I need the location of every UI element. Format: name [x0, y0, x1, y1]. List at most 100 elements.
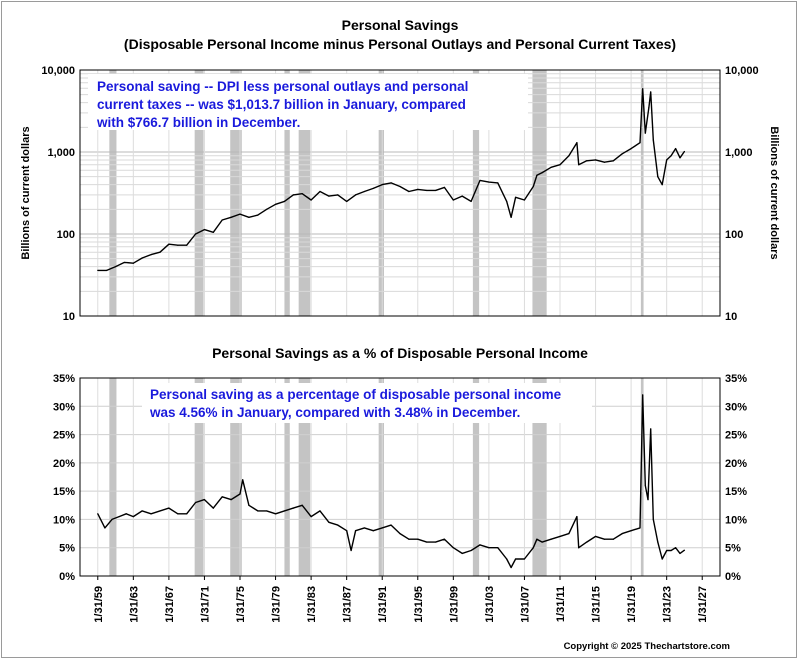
bottom-data-point: [479, 544, 481, 546]
bottom-xtick-label: 1/31/87: [342, 586, 354, 623]
top-data-point: [230, 216, 232, 218]
top-data-point: [461, 195, 463, 197]
bottom-data-point: [630, 530, 632, 532]
top-data-point: [283, 200, 286, 202]
bottom-data-point: [536, 538, 538, 540]
bottom-xtick-label: 1/31/59: [93, 586, 105, 623]
top-data-point: [532, 185, 534, 188]
bottom-data-point: [550, 538, 552, 540]
bottom-data-point: [203, 499, 206, 501]
top-data-point: [603, 161, 606, 163]
bottom-xtick-label: 1/31/83: [306, 586, 318, 623]
bottom-recession-bar: [109, 378, 117, 576]
bottom-chart-title: Personal Savings as a % of Disposable Pe…: [212, 345, 588, 361]
top-data-point: [203, 229, 206, 231]
top-data-point: [346, 200, 348, 202]
bottom-data-point: [612, 538, 614, 540]
top-annotation-line: with $766.7 billion in December.: [96, 115, 300, 130]
bottom-ytick-label-right: 35%: [725, 373, 747, 385]
bottom-ytick-label-left: 5%: [59, 543, 75, 555]
top-data-point: [670, 155, 672, 157]
top-data-point: [679, 157, 681, 159]
bottom-data-point: [104, 527, 106, 529]
top-data-point: [568, 155, 570, 157]
bottom-data-point: [310, 516, 312, 518]
bottom-xtick-label: 1/31/23: [662, 586, 674, 623]
bottom-data-point: [350, 549, 352, 552]
bottom-data-point: [221, 496, 223, 498]
top-data-point: [550, 166, 552, 168]
bottom-data-point: [132, 516, 134, 518]
top-data-point: [399, 185, 401, 188]
bottom-data-point: [514, 558, 517, 560]
top-data-point: [612, 160, 614, 162]
top-data-point: [114, 266, 117, 268]
top-data-point: [319, 190, 321, 193]
bottom-xtick-label: 1/31/15: [591, 586, 603, 623]
top-data-point: [168, 243, 170, 245]
bottom-data-point: [372, 530, 374, 532]
top-data-point: [652, 139, 654, 141]
top-recession-bar: [532, 70, 547, 316]
bottom-data-point: [683, 549, 686, 551]
bottom-data-point: [510, 566, 512, 569]
bottom-data-point: [639, 527, 641, 529]
bottom-xtick-label: 1/31/71: [199, 586, 211, 623]
bottom-data-point: [242, 479, 244, 481]
top-data-point: [354, 194, 357, 196]
top-ytick-label-left: 10: [63, 311, 75, 323]
top-data-point: [443, 186, 446, 189]
top-data-point: [666, 159, 668, 161]
bottom-xtick-label: 1/31/07: [519, 586, 531, 623]
top-ytick-label-right: 10: [725, 311, 737, 323]
top-data-point: [559, 164, 561, 166]
top-data-point: [221, 219, 223, 221]
bottom-series-line: [97, 394, 685, 569]
bottom-data-point: [679, 552, 681, 554]
top-data-point: [488, 181, 490, 183]
top-data-point: [586, 160, 588, 162]
top-data-point: [132, 262, 134, 264]
bottom-ytick-label-left: 10%: [53, 514, 75, 526]
top-data-point: [328, 195, 330, 197]
bottom-ytick-label-right: 10%: [725, 514, 747, 526]
top-data-point: [417, 188, 419, 190]
top-data-point: [150, 254, 152, 256]
top-recession-bar: [378, 70, 384, 316]
top-data-point: [337, 194, 339, 196]
bottom-data-point: [141, 510, 143, 512]
top-chart-subtitle: (Disposable Personal Income minus Person…: [124, 36, 676, 52]
top-data-point: [642, 88, 644, 90]
bottom-ytick-label-left: 15%: [53, 486, 75, 498]
top-data-point: [674, 148, 677, 150]
bottom-data-point: [578, 547, 580, 549]
top-data-point: [390, 182, 392, 184]
top-data-point: [426, 189, 428, 192]
top-data-point: [541, 172, 543, 174]
top-data-point: [97, 269, 99, 271]
bottom-data-point: [390, 524, 392, 526]
top-data-point: [106, 269, 108, 271]
bottom-xtick-label: 1/31/67: [164, 586, 176, 623]
bottom-data-point: [417, 538, 419, 540]
top-data-point: [510, 216, 512, 218]
bottom-recession-bar: [640, 378, 644, 576]
top-recession-bar: [194, 70, 204, 316]
bottom-data-point: [426, 541, 428, 543]
bottom-ytick-label-left: 25%: [53, 430, 75, 442]
top-data-point: [310, 199, 312, 201]
top-ytick-label-left: 100: [57, 229, 75, 241]
bottom-recession-bar: [472, 378, 480, 576]
bottom-ytick-label-right: 30%: [725, 401, 747, 413]
top-ytick-label-right: 100: [725, 229, 743, 241]
top-data-point: [644, 132, 646, 134]
bottom-data-point: [523, 558, 526, 560]
bottom-data-point: [434, 541, 437, 543]
top-data-point: [536, 174, 538, 176]
bottom-data-point: [657, 541, 659, 543]
bottom-annotation-line: Personal saving as a percentage of dispo…: [150, 387, 562, 402]
bottom-ytick-label-right: 25%: [725, 430, 747, 442]
bottom-xtick-label: 1/31/99: [448, 586, 460, 623]
bottom-data-point: [274, 513, 277, 515]
